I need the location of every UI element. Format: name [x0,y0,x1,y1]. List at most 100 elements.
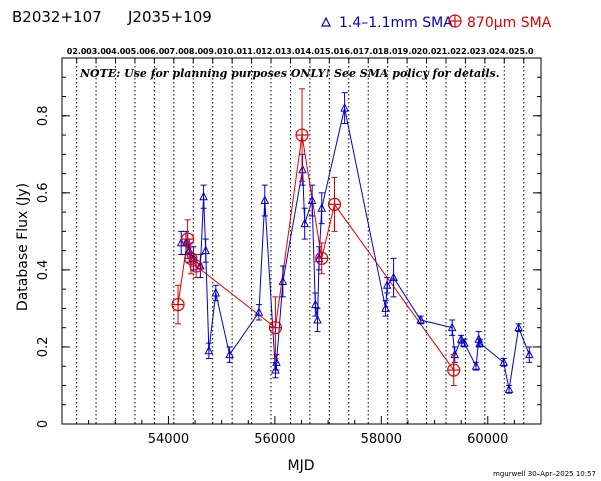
legend-circle-plus-icon [448,14,462,28]
red-data-point [268,296,283,360]
top-tick-label: 05.0 [125,47,145,56]
triangle-marker [311,299,320,309]
legend-triangle-icon [321,16,331,27]
y-tick-label: 0.8 [36,105,51,126]
x-tick-label: 56000 [254,432,295,447]
triangle-marker [272,357,281,366]
blue-data-point [201,238,211,263]
source-alias: J2035+109 [127,8,212,26]
top-tick-label: 14.0 [300,47,320,56]
triangle-marker [389,272,398,282]
triangle-marker [199,191,208,201]
blue-data-point [272,354,281,371]
triangle-marker [340,102,349,112]
top-tick-label: 12.0 [261,47,281,56]
blue-data-point [260,184,270,217]
top-tick-label: 03.0 [86,47,106,56]
top-tick-label: 21.0 [436,47,456,56]
triangle-marker [225,349,234,359]
x-tick-label: 60000 [467,432,508,447]
blue-data-point [225,346,234,363]
x-axis-label: MJD [288,458,315,474]
plot-frame [61,57,542,425]
triangle-marker [201,245,211,255]
red-data-point [181,219,195,259]
top-tick-label: 24.0 [494,47,514,56]
top-tick-label: 19.0 [397,47,417,56]
blue-data-point [313,307,322,333]
triangle-marker [278,276,288,285]
top-tick-label: 22.0 [456,47,476,56]
blue-data-point [471,361,481,371]
y-axis-ticks: 0 0.2 0.4 0.6 0.8 [36,76,541,428]
y-tick-label: 0.6 [36,182,51,203]
triangle-marker [447,322,457,332]
triangle-marker [504,384,514,393]
triangle-marker [524,349,534,359]
top-tick-label: 16.0 [339,47,359,56]
year-gridlines [76,58,525,424]
x-tick-label: 58000 [361,432,402,447]
triangle-marker [298,164,307,174]
blue-data-point [300,207,310,240]
triangle-marker [499,357,509,366]
axes [61,57,542,425]
red-data-point [189,253,203,279]
x-axis-ticks: 54000 56000 58000 60000 [88,416,515,447]
y-tick-label: 0.2 [36,337,51,358]
blue-data-point [389,257,398,298]
blue-data-point [204,342,214,360]
blue-data-point [278,265,288,298]
triangle-marker [260,195,270,205]
blue-data-point [254,304,264,321]
blue-data-point [447,319,457,336]
triangle-marker [416,314,426,324]
red-data-point [447,354,461,386]
blue-data-point [381,300,390,317]
red-data-point [327,176,342,232]
triangle-marker [254,307,264,316]
triangle-marker [475,337,485,347]
top-tick-label: 13.0 [281,47,301,56]
blue-data-point [460,337,469,348]
blue-data-point [199,184,208,209]
planning-note: NOTE: Use for planning purposes ONLY! Se… [79,67,500,80]
legend: 1.4–1.1mm SMA 870μm SMA [321,14,552,31]
legend-label-red: 870μm SMA [467,15,552,31]
top-tick-label: 09.0 [203,47,223,56]
top-tick-label: 06.0 [145,47,165,56]
triangle-marker [514,322,523,332]
blue-data-point [340,92,349,124]
blue-data-point [499,357,509,367]
triangle-marker [307,195,317,205]
red-series-line [177,135,455,371]
legend-label-blue: 1.4–1.1mm SMA [339,15,453,31]
blue-data-point [475,337,485,348]
triangle-marker [300,218,310,228]
triangle-marker [381,303,390,312]
top-tick-label: 23.0 [475,47,495,56]
top-tick-label: 15.0 [319,47,339,56]
blue-data-point [298,153,307,186]
top-tick-label: 10.0 [222,47,242,56]
triangle-marker [317,203,327,212]
top-tick-label: 08.0 [183,47,203,56]
y-tick-label: 0 [36,420,51,428]
blue-data-point [524,346,534,363]
top-tick-label: 25.0 [514,47,534,56]
y-axis-label: Database Flux (Jy) [15,183,31,311]
blue-data-point [504,384,514,394]
blue-data-point [317,192,327,225]
x-tick-label: 54000 [148,432,189,447]
triangle-marker [460,337,469,347]
triangle-marker [211,287,221,297]
blue-data-point [514,322,523,333]
blue-data-point [382,277,392,294]
red-data-point [315,242,329,275]
top-tick-label: 18.0 [378,47,398,56]
blue-data-point [307,184,317,217]
top-tick-label: 02.0 [67,47,87,56]
top-tick-label: 07.0 [164,47,184,56]
blue-data-point [211,284,221,302]
footer-stamp: mgurwell 30–Apr–2025 10:57 [493,470,596,478]
